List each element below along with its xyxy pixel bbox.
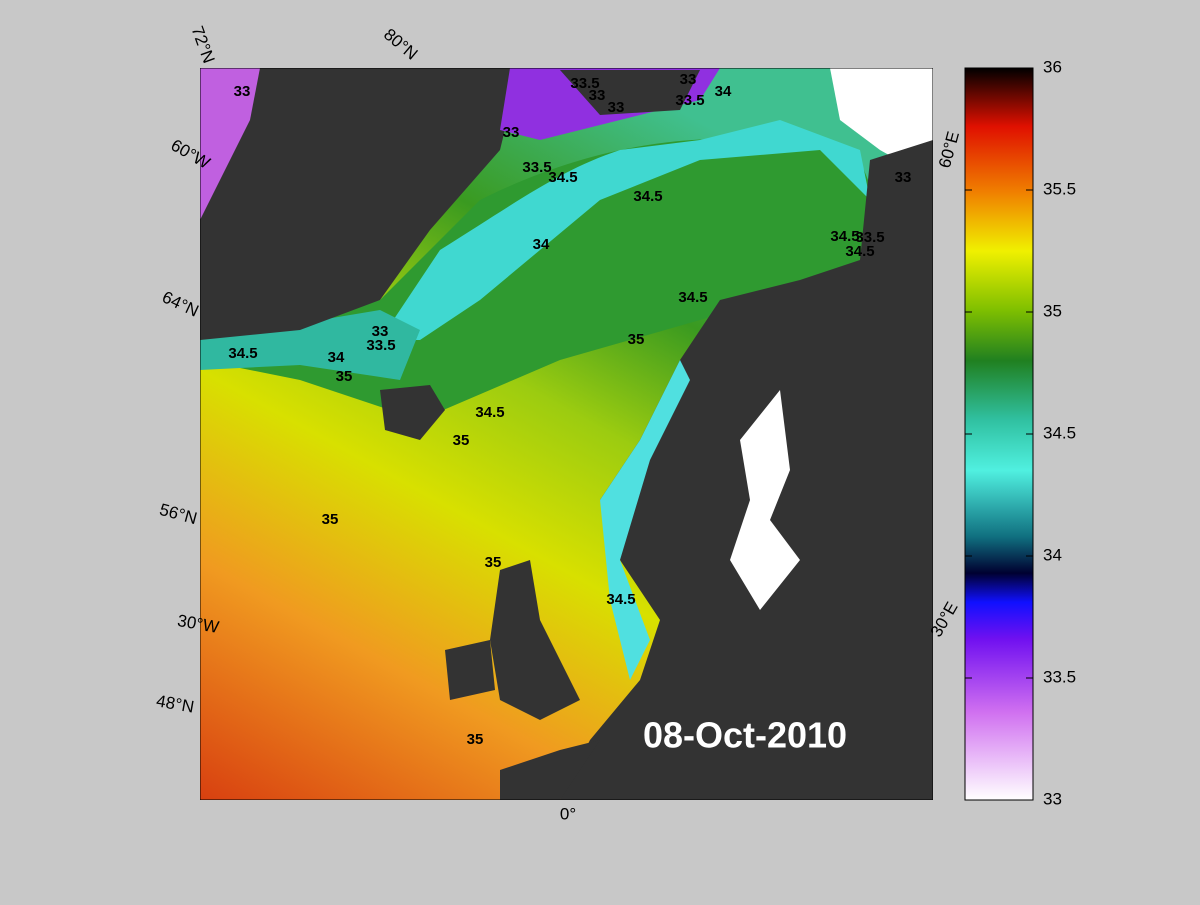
graticule-label: 60°E [935,129,963,170]
iceland-front [200,310,420,380]
contour-label: 33 [234,83,251,100]
contour-label: 33 [589,87,606,104]
contour-label: 34.5 [845,243,874,260]
graticule-label: 80°N [380,25,421,64]
contour-label: 35 [453,432,470,449]
colorbar [964,67,1034,801]
contour-label: 33.5 [570,75,599,92]
colorbar-tick-label: 35.5 [1043,179,1076,198]
contour-label: 34.5 [678,289,707,306]
contour-label: 33 [680,71,697,88]
colorbar-tick-label: 34 [1043,545,1062,564]
colorbar-tick-label: 36 [1043,57,1062,76]
colorbar-tick-label: 33 [1043,789,1062,808]
colorbar-tick-label: 34.5 [1043,423,1076,442]
map-area [200,68,933,800]
contour-label: 33.5 [366,337,395,354]
contour-label: 33 [503,124,520,141]
contour-label: 34 [533,236,550,253]
contour-label: 33 [372,323,389,340]
polar-front [380,120,870,340]
contour-label: 34.5 [633,188,662,205]
graticule-label: 72°N [188,24,219,66]
baltic [730,390,800,610]
graticule-label: 48°N [155,691,196,716]
contour-label: 34.5 [548,169,577,186]
ice-edge [200,68,260,220]
contour-label: 34 [715,83,732,100]
greenland [200,68,520,340]
svalbard [560,70,700,115]
contour-label: 34.5 [475,404,504,421]
colorbar-tick-label: 35 [1043,301,1062,320]
contour-label: 35 [336,368,353,385]
contour-label: 33 [895,169,912,186]
contour-label: 34.5 [228,345,257,362]
contour-label: 34 [328,349,345,366]
france [500,740,600,800]
contour-label: 33.5 [675,92,704,109]
contour-label: 33 [608,99,625,116]
graticule-label: 56°N [157,500,199,528]
contour-label: 33.5 [522,159,551,176]
contour-label: 34.5 [830,228,859,245]
contour-label: 35 [322,511,339,528]
colorbar-tick-label: 33.5 [1043,667,1076,686]
graticule-label: 0° [560,804,576,823]
contour-label: 34.5 [606,591,635,608]
colorbar-gradient [964,67,1034,801]
contour-label: 35 [628,331,645,348]
date-label: 08-Oct-2010 [643,715,847,756]
coastal-water [600,360,690,680]
graticule-label: 64°N [159,287,201,320]
ireland [445,640,495,700]
contour-label: 33.5 [855,229,884,246]
contour-label: 35 [467,731,484,748]
britain [490,560,580,720]
iceland [380,385,445,440]
contour-label: 35 [485,554,502,571]
